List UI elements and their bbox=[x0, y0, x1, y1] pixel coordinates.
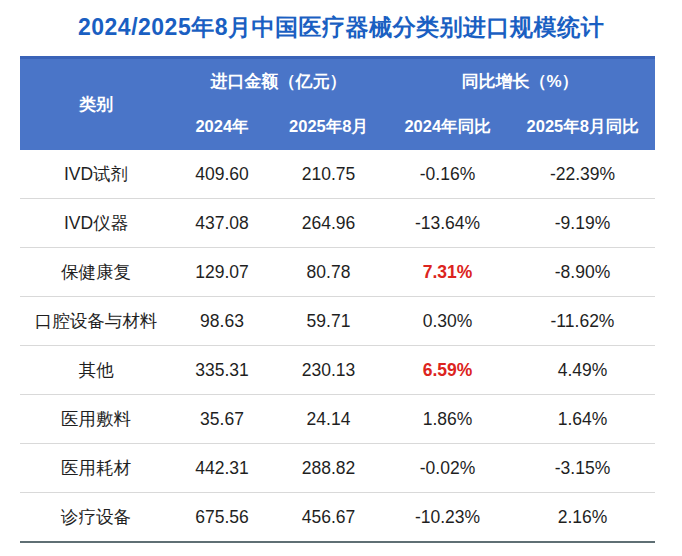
header-yoy-2025aug: 2025年8月同比 bbox=[510, 103, 655, 150]
header-yoy-2024: 2024年同比 bbox=[385, 103, 510, 150]
cell-category: 保健康复 bbox=[20, 248, 172, 297]
cell-category: 其他 bbox=[20, 346, 172, 395]
import-stats-table: 类别 进口金额（亿元） 同比增长（%） 2024年 2025年8月 2024年同… bbox=[20, 56, 655, 543]
cell-yoy-2024-highlighted: 7.31% bbox=[385, 248, 510, 297]
header-yoy-group: 同比增长（%） bbox=[385, 58, 655, 104]
table-body: IVD试剂 409.60 210.75 -0.16% -22.39% IVD仪器… bbox=[20, 150, 655, 542]
cell-2024: 437.08 bbox=[172, 199, 272, 248]
cell-category: 医用敷料 bbox=[20, 395, 172, 444]
cell-2025aug: 456.67 bbox=[272, 493, 385, 543]
cell-2024: 675.56 bbox=[172, 493, 272, 543]
table-row: 口腔设备与材料 98.63 59.71 0.30% -11.62% bbox=[20, 297, 655, 346]
table-row: IVD试剂 409.60 210.75 -0.16% -22.39% bbox=[20, 150, 655, 199]
cell-2025aug: 59.71 bbox=[272, 297, 385, 346]
cell-yoy-2025aug: -22.39% bbox=[510, 150, 655, 199]
table-header: 类别 进口金额（亿元） 同比增长（%） 2024年 2025年8月 2024年同… bbox=[20, 58, 655, 151]
cell-2024: 442.31 bbox=[172, 444, 272, 493]
page-title: 2024/2025年8月中国医疗器械分类别进口规模统计 bbox=[0, 12, 682, 43]
cell-yoy-2024: -0.02% bbox=[385, 444, 510, 493]
cell-category: 诊疗设备 bbox=[20, 493, 172, 543]
header-2024: 2024年 bbox=[172, 103, 272, 150]
cell-2025aug: 24.14 bbox=[272, 395, 385, 444]
cell-yoy-2025aug: -9.19% bbox=[510, 199, 655, 248]
cell-2025aug: 288.82 bbox=[272, 444, 385, 493]
cell-category: IVD试剂 bbox=[20, 150, 172, 199]
cell-yoy-2024: -10.23% bbox=[385, 493, 510, 543]
cell-yoy-2025aug: 4.49% bbox=[510, 346, 655, 395]
cell-2024: 35.67 bbox=[172, 395, 272, 444]
page: 2024/2025年8月中国医疗器械分类别进口规模统计 类别 进口金额（亿元） … bbox=[0, 0, 682, 556]
header-category: 类别 bbox=[20, 58, 172, 151]
cell-yoy-2024: -0.16% bbox=[385, 150, 510, 199]
table-row: 医用耗材 442.31 288.82 -0.02% -3.15% bbox=[20, 444, 655, 493]
table-row: 保健康复 129.07 80.78 7.31% -8.90% bbox=[20, 248, 655, 297]
cell-category: 医用耗材 bbox=[20, 444, 172, 493]
header-import-group: 进口金额（亿元） bbox=[172, 58, 385, 104]
table-row: 其他 335.31 230.13 6.59% 4.49% bbox=[20, 346, 655, 395]
cell-yoy-2025aug: -3.15% bbox=[510, 444, 655, 493]
cell-2024: 409.60 bbox=[172, 150, 272, 199]
cell-yoy-2024: 0.30% bbox=[385, 297, 510, 346]
cell-2025aug: 210.75 bbox=[272, 150, 385, 199]
table-row: 医用敷料 35.67 24.14 1.86% 1.64% bbox=[20, 395, 655, 444]
table-row: IVD仪器 437.08 264.96 -13.64% -9.19% bbox=[20, 199, 655, 248]
header-2025aug: 2025年8月 bbox=[272, 103, 385, 150]
cell-category: IVD仪器 bbox=[20, 199, 172, 248]
cell-yoy-2024-highlighted: 6.59% bbox=[385, 346, 510, 395]
cell-yoy-2025aug: -8.90% bbox=[510, 248, 655, 297]
table-row: 诊疗设备 675.56 456.67 -10.23% 2.16% bbox=[20, 493, 655, 543]
cell-yoy-2024: 1.86% bbox=[385, 395, 510, 444]
cell-2025aug: 230.13 bbox=[272, 346, 385, 395]
cell-2025aug: 80.78 bbox=[272, 248, 385, 297]
cell-yoy-2025aug: 1.64% bbox=[510, 395, 655, 444]
cell-2024: 129.07 bbox=[172, 248, 272, 297]
cell-2024: 335.31 bbox=[172, 346, 272, 395]
cell-yoy-2025aug: -11.62% bbox=[510, 297, 655, 346]
cell-2024: 98.63 bbox=[172, 297, 272, 346]
cell-yoy-2024: -13.64% bbox=[385, 199, 510, 248]
cell-2025aug: 264.96 bbox=[272, 199, 385, 248]
cell-category: 口腔设备与材料 bbox=[20, 297, 172, 346]
cell-yoy-2025aug: 2.16% bbox=[510, 493, 655, 543]
